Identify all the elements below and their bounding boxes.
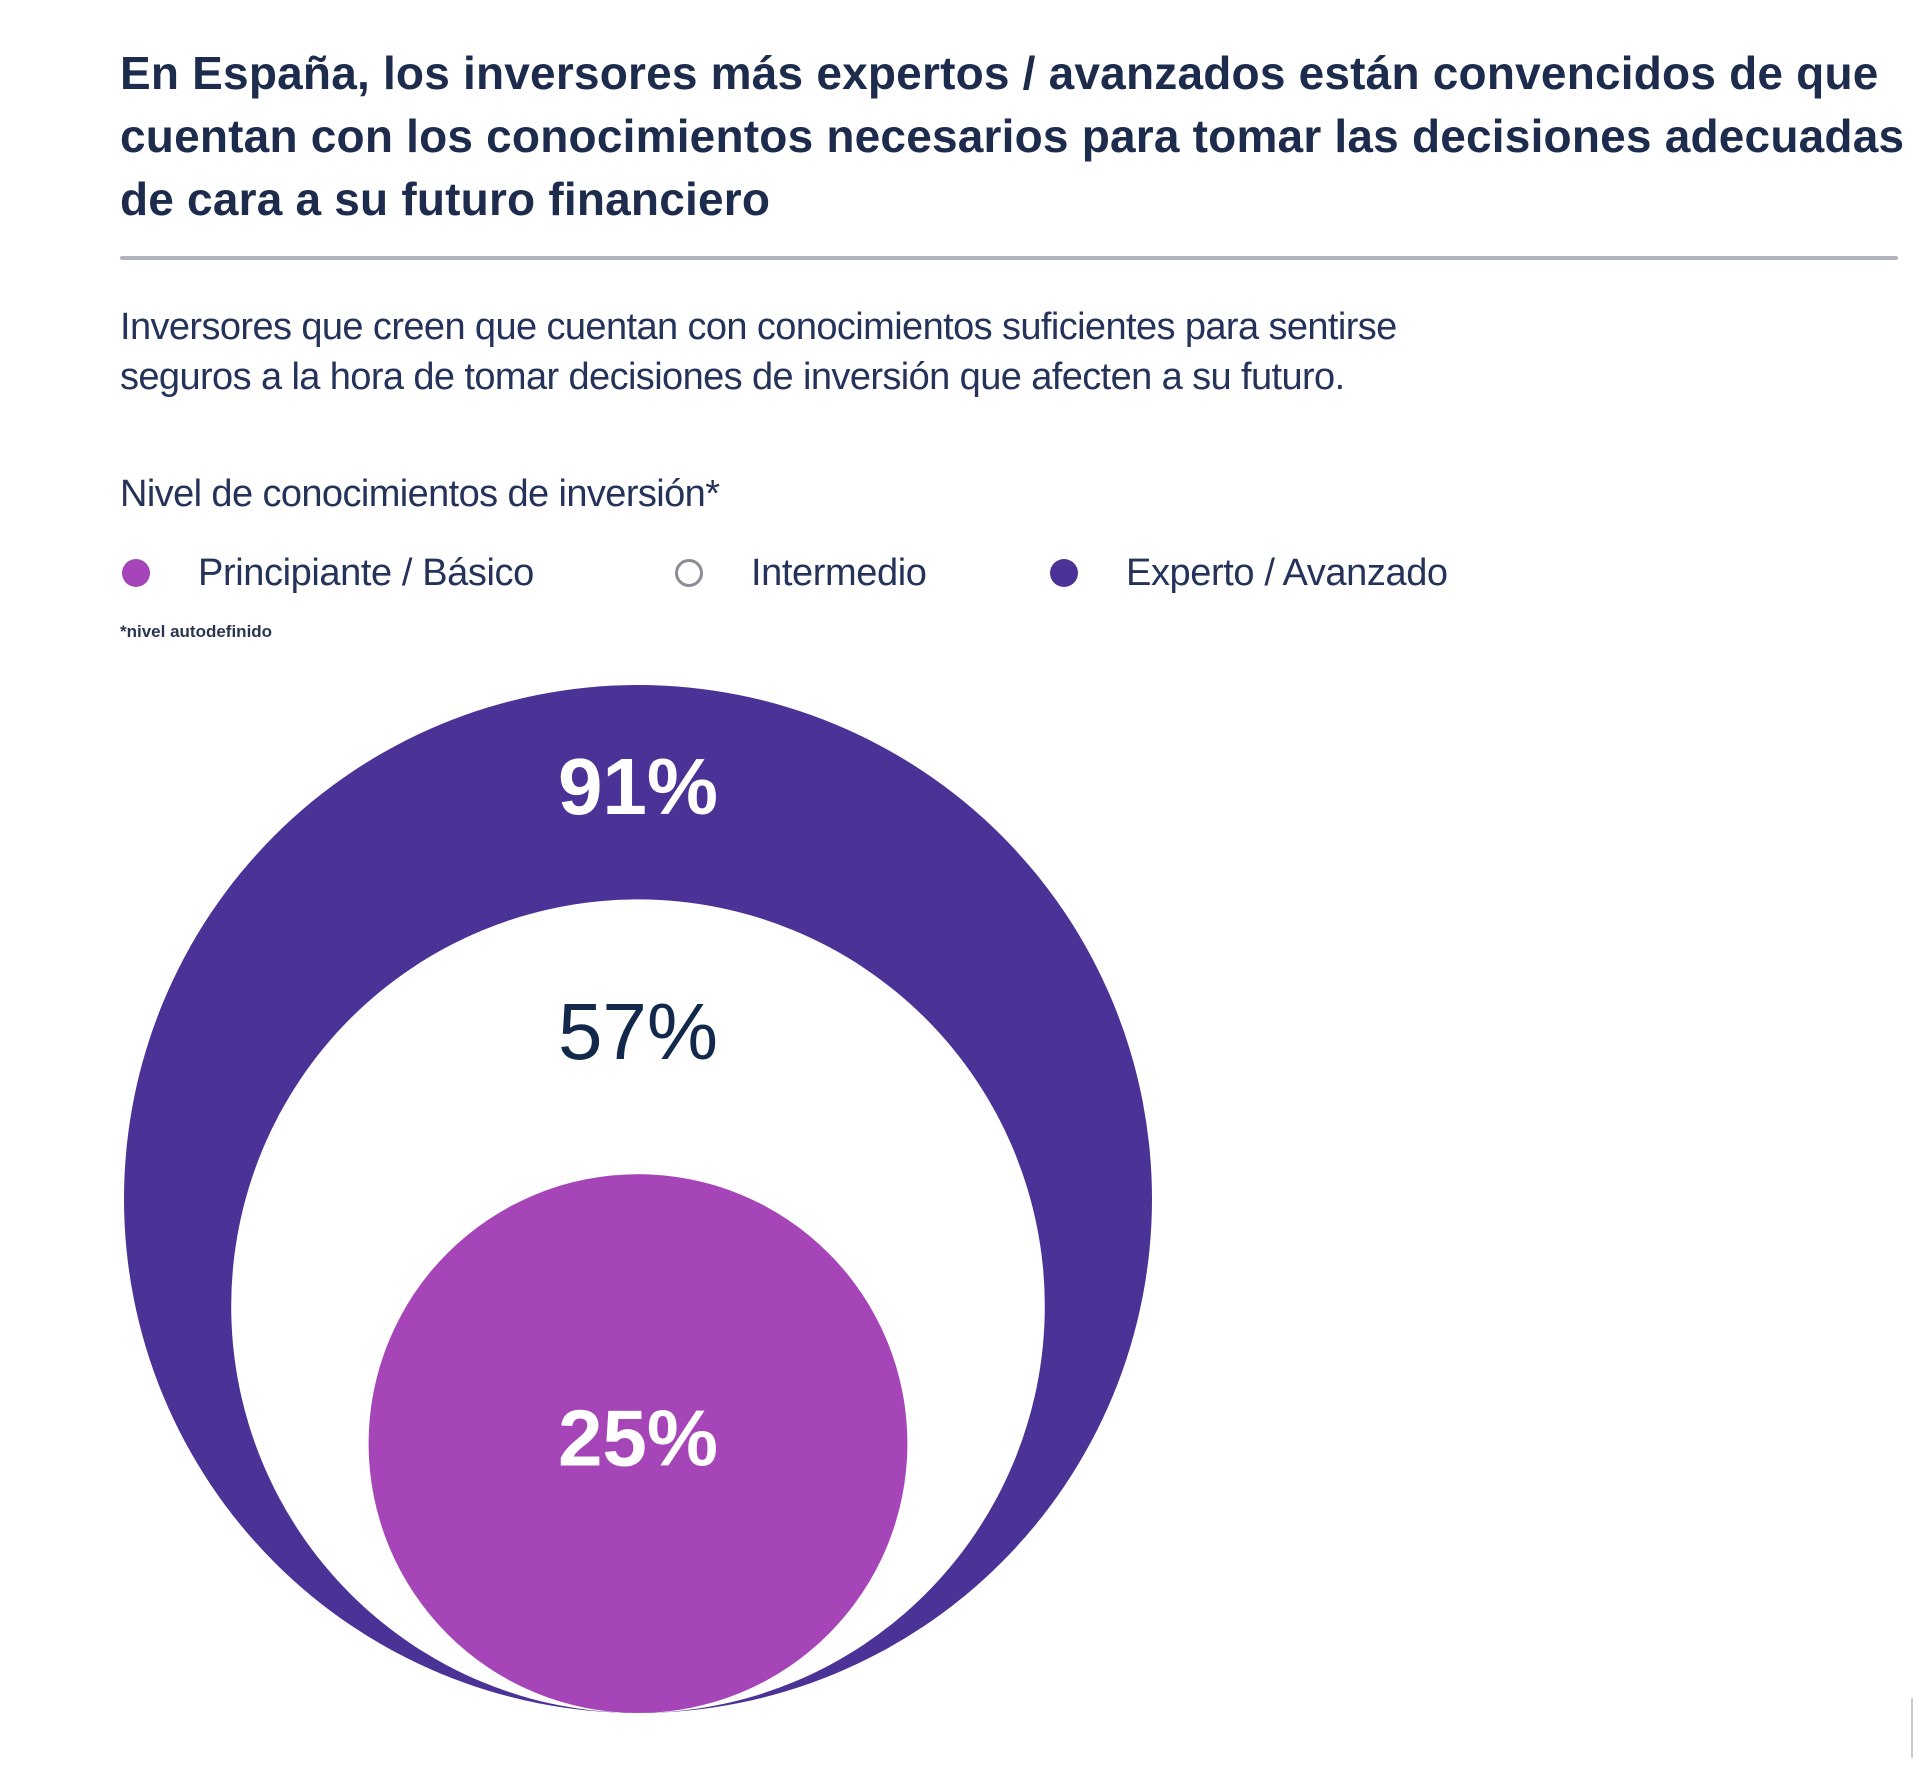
subtitle-line-2: seguros a la hora de tomar decisiones de… [120,356,1345,398]
page-title: En España, los inversores más expertos /… [120,47,1905,225]
edge-artifact [1911,1698,1913,1758]
legend-item-principiante: Principiante / Básico [122,548,534,598]
legend-label: Experto / Avanzado [1126,551,1448,594]
legend-footnote: *nivel autodefinido [120,622,273,641]
chart-subtitle: Inversores que creen que cuentan con con… [120,302,1620,402]
legend-label: Intermedio [751,551,927,594]
subtitle-line-1: Inversores que creen que cuentan con con… [120,306,1397,348]
circle-intermedio [231,899,1045,1713]
legend-item-intermedio: Intermedio [675,548,927,598]
legend-swatch-intermedio-icon [675,559,703,587]
value-label-experto: 91% [558,742,718,831]
circle-experto [124,685,1152,1713]
value-label-principiante: 25% [558,1394,718,1483]
legend-swatch-principiante-icon [122,559,150,587]
legend-item-experto: Experto / Avanzado [1050,548,1448,598]
title-divider [120,256,1898,260]
circle-principiante [368,1174,908,1713]
value-label-intermedio: 57% [558,987,718,1076]
legend-label: Principiante / Básico [198,551,534,594]
legend-title: Nivel de conocimientos de inversión* [120,473,720,515]
legend-swatch-experto-icon [1050,559,1078,587]
